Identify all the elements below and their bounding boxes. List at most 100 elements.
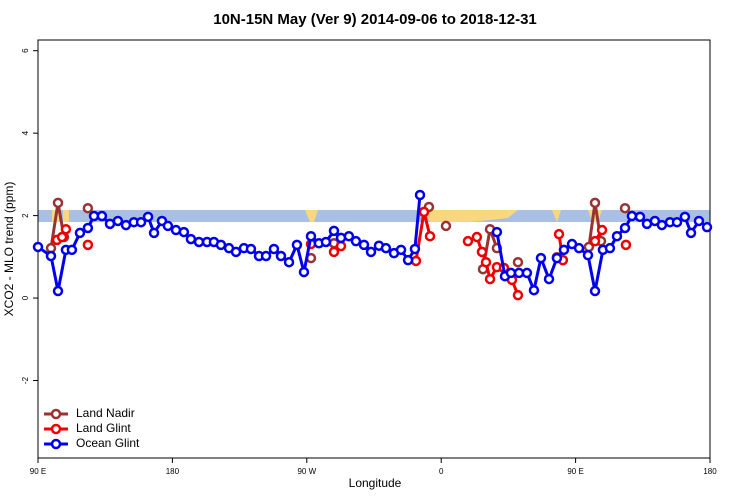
data-point: [701, 221, 713, 233]
data-point: [142, 211, 154, 223]
x-tick-label: 0: [439, 467, 444, 476]
data-point: [135, 216, 147, 228]
data-point: [414, 189, 426, 201]
y-axis-label: XCO2 - MLO trend (ppm): [2, 182, 16, 317]
data-point: [424, 230, 436, 242]
data-point: [230, 246, 242, 258]
chart-title: 10N-15N May (Ver 9) 2014-09-06 to 2018-1…: [213, 11, 537, 28]
data-point: [380, 242, 392, 254]
data-point: [558, 244, 570, 256]
data-point: [693, 215, 705, 227]
y-tick-label: 4: [21, 130, 30, 135]
data-point: [619, 222, 631, 234]
data-point: [685, 227, 697, 239]
land-patch: [424, 210, 518, 222]
x-tick-label: 180: [703, 467, 717, 476]
x-tick-label: 90 W: [297, 467, 316, 476]
series-line: [37, 194, 708, 296]
data-point: [656, 219, 668, 231]
y-tick-label: 6: [21, 48, 30, 53]
data-point: [551, 252, 563, 264]
data-point: [320, 236, 332, 248]
data-point: [82, 202, 94, 214]
data-point: [476, 246, 488, 258]
data-point: [505, 267, 517, 279]
data-point: [589, 285, 601, 297]
data-point: [484, 273, 496, 285]
data-point: [671, 216, 683, 228]
data-point: [66, 244, 78, 256]
data-point: [589, 197, 601, 209]
data-point: [611, 230, 623, 242]
data-point: [619, 202, 631, 214]
data-point: [162, 220, 174, 232]
data-point: [462, 235, 474, 247]
data-point: [395, 244, 407, 256]
legend-marker: [50, 423, 62, 435]
data-point: [96, 210, 108, 222]
ocean-band: [38, 210, 710, 222]
data-point: [440, 220, 452, 232]
x-axis-label: Longitude: [349, 476, 402, 490]
x-tick-label: 90 E: [30, 467, 46, 476]
legend-label: Land Nadir: [76, 406, 135, 420]
data-point: [268, 243, 280, 255]
data-point: [185, 233, 197, 245]
y-tick-label: 2: [21, 213, 30, 218]
data-point: [512, 289, 524, 301]
x-tick-label: 180: [166, 467, 180, 476]
data-point: [215, 239, 227, 251]
data-point: [291, 239, 303, 251]
data-point: [596, 224, 608, 236]
data-point: [245, 243, 257, 255]
data-point: [45, 250, 57, 262]
data-point: [521, 267, 533, 279]
land-ocean-band: [38, 210, 710, 222]
data-point: [52, 197, 64, 209]
land-patch: [52, 210, 59, 222]
land-patch: [552, 210, 561, 222]
data-point: [112, 215, 124, 227]
data-point: [350, 235, 362, 247]
data-point: [328, 246, 340, 258]
data-point: [679, 211, 691, 223]
y-tick-label: -2: [21, 376, 30, 384]
data-point: [589, 235, 601, 247]
plot-marks: [32, 189, 713, 301]
land-patch: [305, 210, 318, 222]
data-point: [335, 240, 347, 252]
legend-label: Land Glint: [76, 421, 131, 435]
data-point: [358, 239, 370, 251]
data-point: [74, 227, 86, 239]
data-point: [305, 230, 317, 242]
data-point: [60, 223, 72, 235]
land-patch: [63, 210, 69, 222]
data-point: [620, 239, 632, 251]
data-point: [543, 273, 555, 285]
legend-marker: [50, 438, 62, 450]
data-point: [82, 239, 94, 251]
data-point: [178, 226, 190, 238]
data-point: [275, 250, 287, 262]
data-point: [260, 250, 272, 262]
data-point: [82, 222, 94, 234]
data-point: [626, 210, 638, 222]
data-point: [512, 256, 524, 268]
data-point: [491, 226, 503, 238]
data-point: [148, 227, 160, 239]
data-point: [418, 206, 430, 218]
data-point: [365, 246, 377, 258]
data-point: [471, 231, 483, 243]
data-point: [52, 285, 64, 297]
land-patch: [588, 210, 602, 222]
data-point: [573, 242, 585, 254]
data-point: [634, 211, 646, 223]
data-point: [328, 225, 340, 237]
data-point: [32, 241, 44, 253]
data-point: [343, 230, 355, 242]
data-point: [56, 231, 68, 243]
x-tick-label: 90 E: [567, 467, 583, 476]
legend-label: Ocean Glint: [76, 436, 140, 450]
